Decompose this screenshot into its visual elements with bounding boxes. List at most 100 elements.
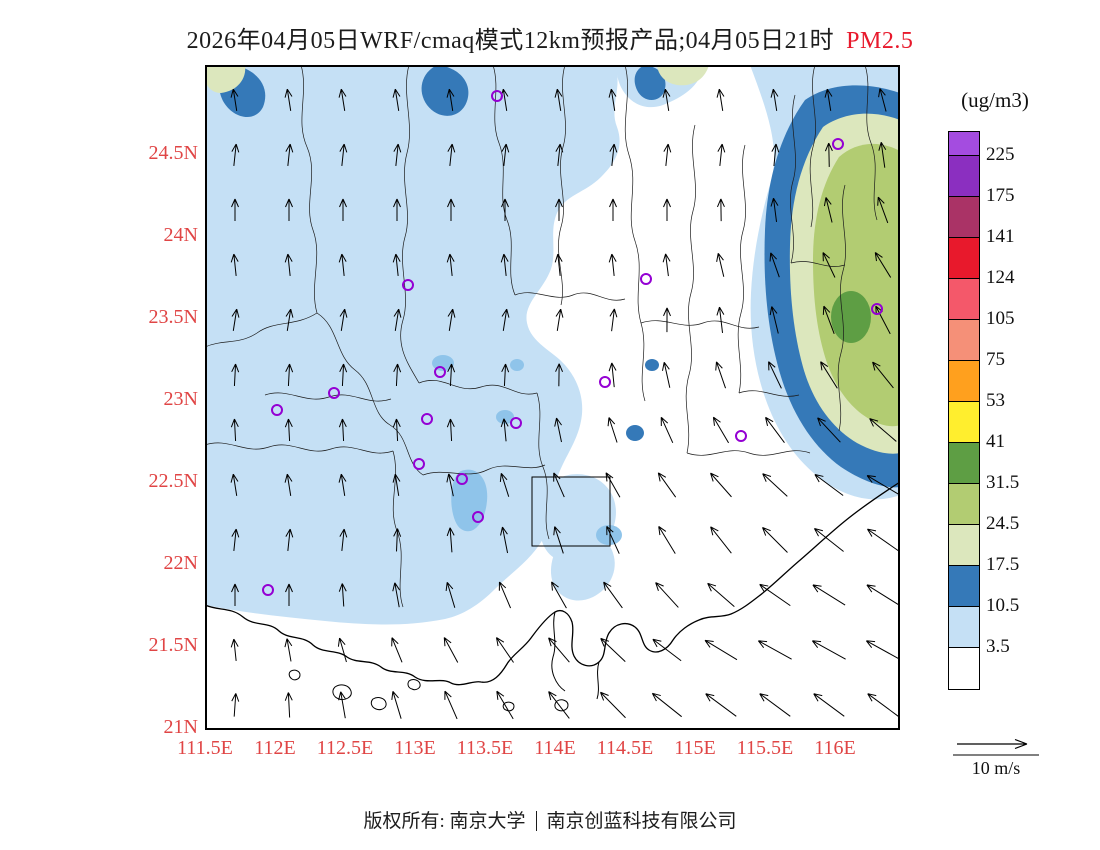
wind-arrow bbox=[548, 691, 570, 719]
wind-arrow bbox=[393, 363, 402, 387]
wind-arrow bbox=[651, 692, 682, 718]
wind-arrow bbox=[447, 198, 455, 221]
wind-arrow bbox=[660, 416, 674, 443]
legend-color-cell bbox=[949, 607, 979, 648]
wind-arrows bbox=[230, 88, 900, 720]
wind-arrow bbox=[391, 690, 402, 719]
wind-arrow bbox=[393, 528, 402, 552]
wind-arrow bbox=[392, 418, 401, 442]
wind-arrow bbox=[230, 253, 239, 276]
wind-arrow bbox=[866, 475, 900, 495]
station-marker bbox=[472, 511, 484, 523]
wind-arrow bbox=[285, 583, 293, 606]
wind-arrow bbox=[663, 307, 671, 333]
lon-tick-label: 112.5E bbox=[316, 737, 374, 759]
wind-arrow bbox=[554, 417, 562, 443]
lat-tick-label: 21N bbox=[163, 716, 198, 738]
wind-arrow bbox=[339, 143, 348, 166]
wind-arrow bbox=[663, 143, 672, 166]
wind-arrow bbox=[446, 88, 455, 111]
wind-arrow bbox=[769, 252, 780, 278]
wind-arrow bbox=[609, 308, 618, 332]
wind-arrow bbox=[765, 416, 785, 443]
divider bbox=[535, 811, 537, 831]
lat-tick-label: 23.5N bbox=[148, 306, 198, 328]
lon-tick-label: 115E bbox=[674, 737, 716, 759]
wind-arrow bbox=[393, 308, 402, 331]
station-marker bbox=[434, 366, 446, 378]
wind-arrow bbox=[501, 143, 510, 166]
legend-colorbar bbox=[948, 131, 980, 690]
copyright: 版权所有: 南京大学 南京创蓝科技有限公司 bbox=[0, 806, 1100, 833]
wind-arrow bbox=[496, 690, 514, 720]
wind-arrow bbox=[500, 418, 509, 442]
wind-arrow bbox=[285, 528, 294, 551]
legend-color-cell bbox=[949, 238, 979, 279]
title-text: 2026年04月05日WRF/cmaq模式12km预报产品;04月05日21时 bbox=[186, 28, 835, 54]
station-marker bbox=[328, 387, 340, 399]
legend-color-cell bbox=[949, 566, 979, 607]
wind-arrow bbox=[555, 308, 564, 331]
legend-level-label: 41 bbox=[986, 431, 1005, 452]
wind-arrow bbox=[769, 306, 779, 334]
wind-arrow bbox=[392, 88, 401, 111]
subregion-box bbox=[531, 476, 611, 547]
legend-level-label: 225 bbox=[986, 144, 1015, 165]
wind-arrow bbox=[662, 361, 671, 388]
lat-tick-label: 24N bbox=[163, 224, 198, 246]
wind-arrow bbox=[707, 582, 735, 608]
wind-arrow bbox=[555, 143, 564, 166]
wind-arrow bbox=[554, 88, 563, 111]
forecast-map bbox=[204, 64, 901, 730]
legend-color-cell bbox=[949, 197, 979, 238]
wind-arrow bbox=[392, 253, 401, 276]
wind-arrow bbox=[231, 308, 240, 331]
wind-arrow bbox=[606, 525, 620, 554]
wind-arrow bbox=[867, 693, 899, 717]
wind-arrow bbox=[759, 583, 791, 607]
wind-arrow bbox=[817, 417, 841, 443]
wind-arrow bbox=[231, 693, 240, 717]
legend-color-cell bbox=[949, 443, 979, 484]
station-marker bbox=[491, 90, 503, 102]
wind-arrow bbox=[705, 693, 737, 717]
wind-arrow bbox=[338, 88, 347, 111]
station-marker bbox=[413, 458, 425, 470]
wind-arrow bbox=[867, 528, 899, 552]
wind-arrow bbox=[608, 88, 617, 111]
wind-arrow bbox=[716, 252, 725, 277]
wind-arrow bbox=[230, 638, 239, 661]
wind-arrow bbox=[865, 640, 900, 660]
wind-arrow bbox=[339, 308, 348, 331]
wind-arrow bbox=[715, 361, 727, 389]
wind-arrow bbox=[878, 88, 887, 112]
wind-arrow bbox=[445, 581, 456, 608]
station-marker bbox=[421, 413, 433, 425]
wind-arrow bbox=[551, 581, 567, 609]
wind-arrow bbox=[392, 582, 401, 608]
wind-arrow bbox=[553, 472, 565, 498]
wind-arrow bbox=[548, 637, 570, 663]
lon-tick-label: 111.5E bbox=[177, 737, 233, 759]
wind-arrow bbox=[824, 142, 833, 167]
wind-arrow bbox=[657, 472, 677, 498]
wind-arrow bbox=[501, 363, 510, 387]
wind-arrow bbox=[338, 473, 347, 496]
legend-color-cell bbox=[949, 648, 979, 689]
legend-color-cell bbox=[949, 361, 979, 402]
wind-arrow bbox=[814, 473, 844, 496]
wind-arrow bbox=[446, 418, 455, 442]
wind-arrow bbox=[339, 198, 347, 221]
lat-tick-label: 24.5N bbox=[148, 142, 198, 164]
wind-arrow bbox=[443, 637, 459, 663]
legend-level-label: 75 bbox=[986, 349, 1005, 370]
wind-arrow bbox=[710, 472, 732, 498]
lat-tick-label: 21.5N bbox=[148, 634, 198, 656]
legend-level-label: 31.5 bbox=[986, 472, 1020, 493]
copyright-company: 南京创蓝科技有限公司 bbox=[546, 811, 737, 832]
legend-color-cell bbox=[949, 320, 979, 361]
wind-arrow bbox=[285, 308, 294, 331]
wind-arrow bbox=[712, 416, 730, 444]
wind-arrow bbox=[499, 472, 510, 497]
